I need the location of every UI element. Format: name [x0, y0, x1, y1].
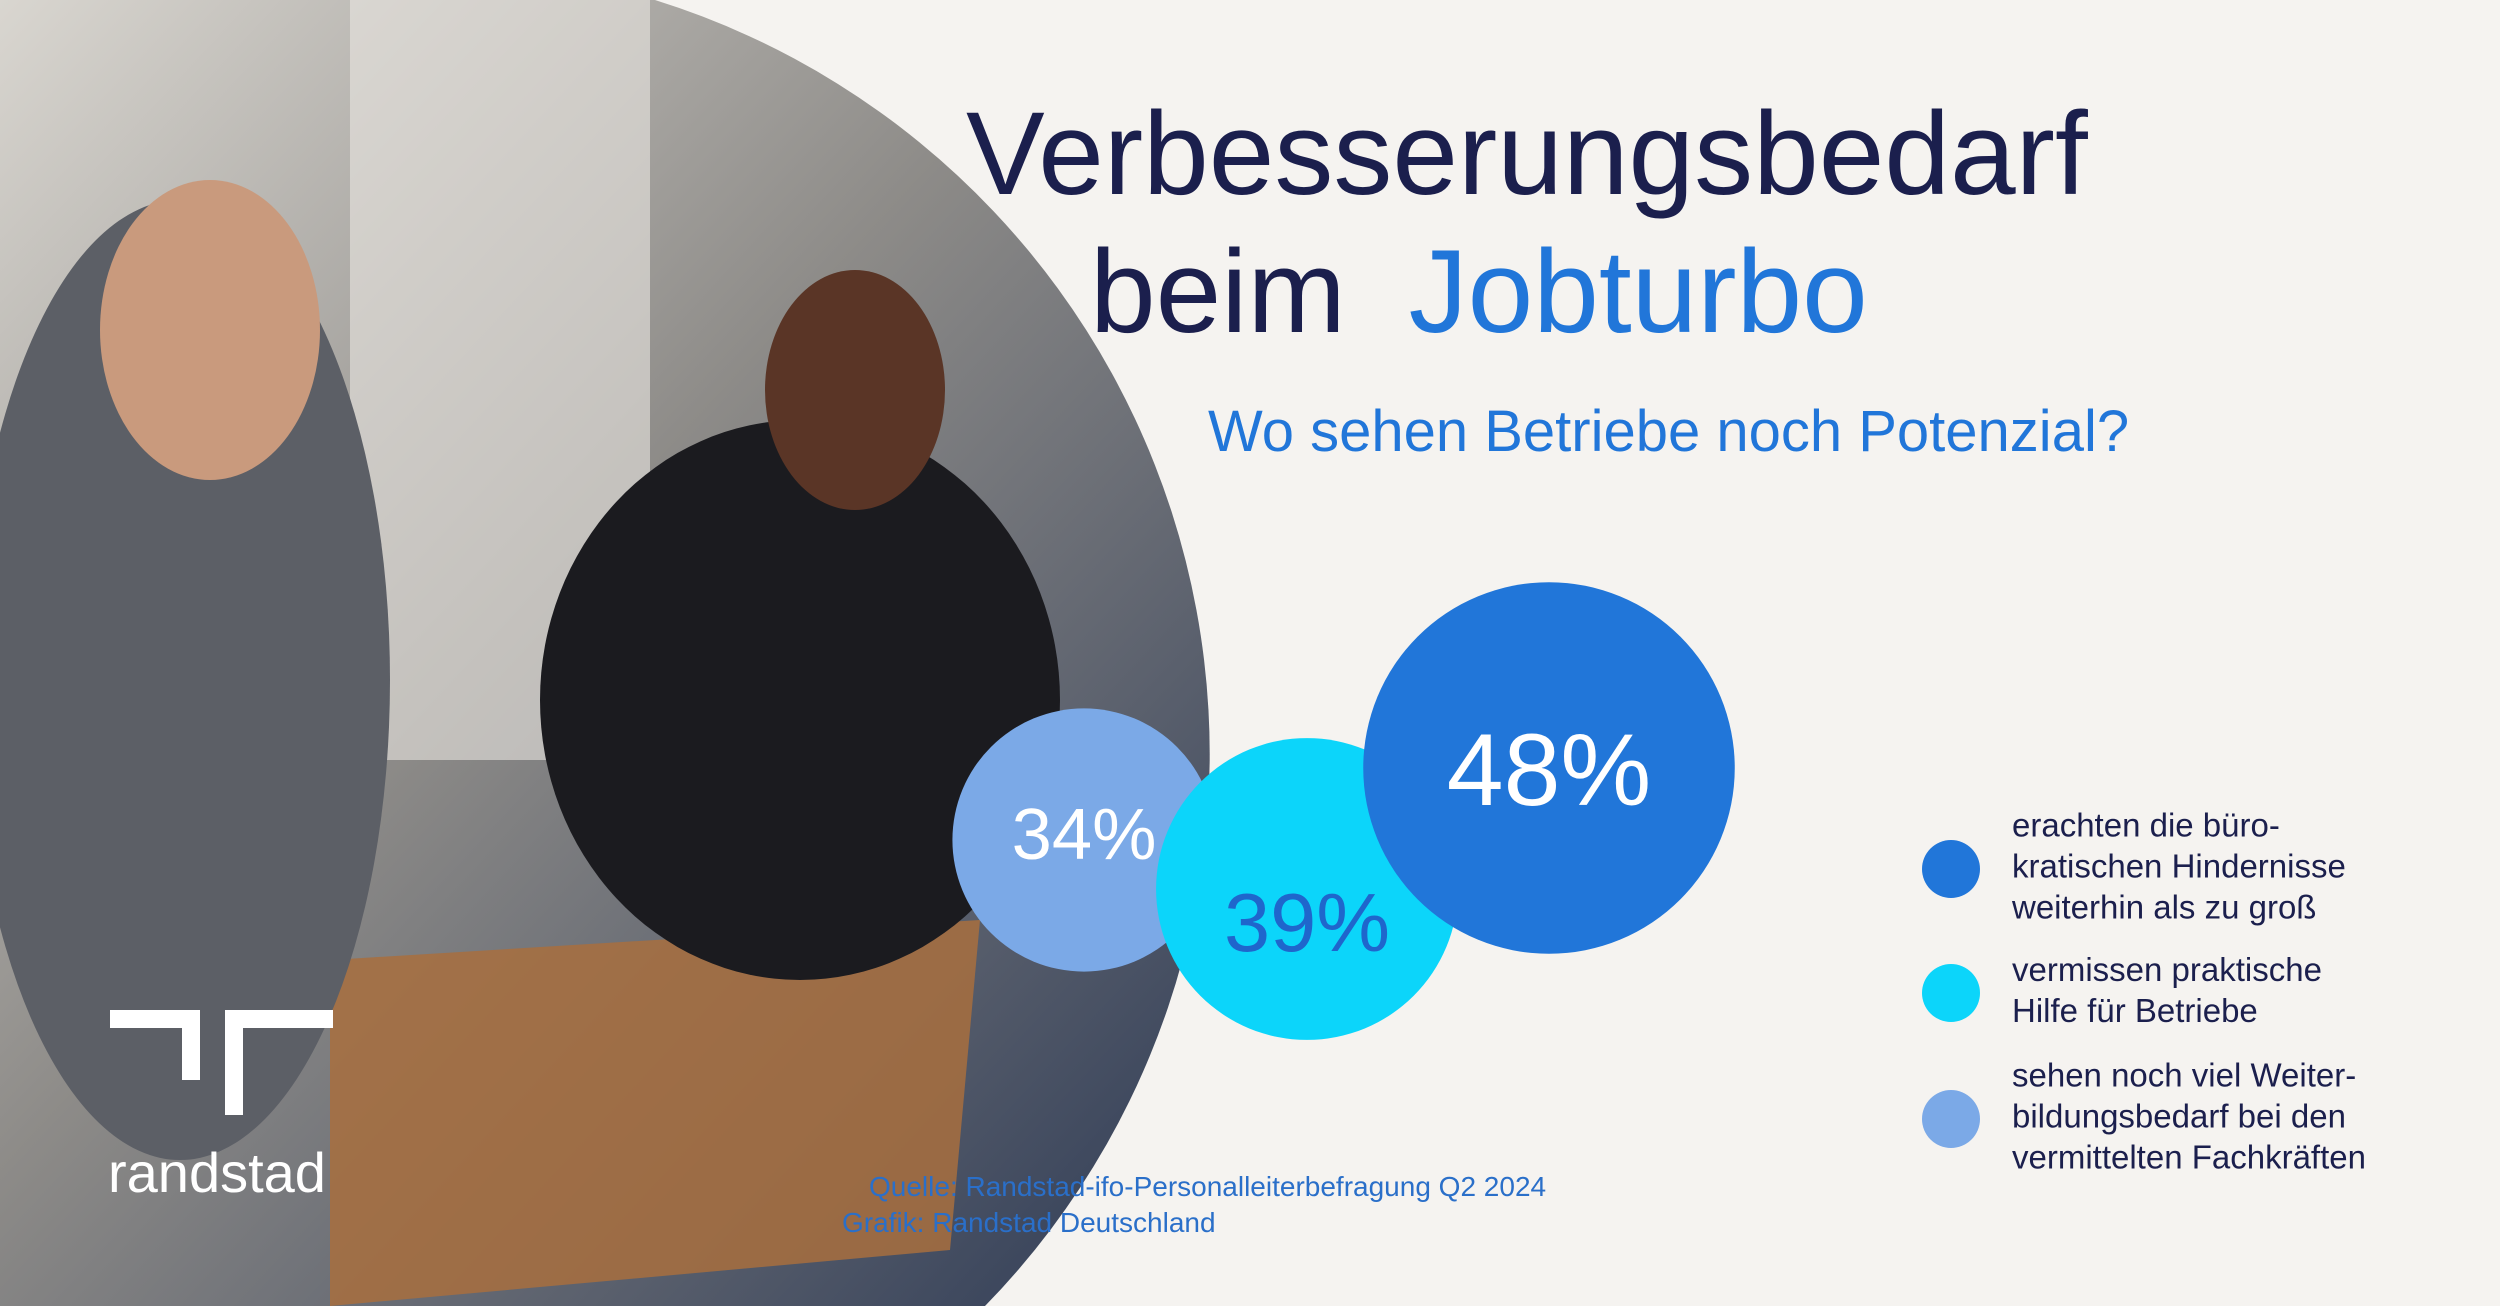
- legend-line: bildungsbedarf bei den: [2012, 1098, 2346, 1135]
- legend-line: kratischen Hindernisse: [2012, 848, 2346, 885]
- legend-marker: [1922, 1090, 1980, 1148]
- legend-line: Hilfe für Betriebe: [2012, 992, 2258, 1029]
- legend-label: vermissen praktische Hilfe für Betriebe: [2012, 951, 2322, 1029]
- photo-face: [100, 180, 320, 480]
- legend-line: sehen noch viel Weiter-: [2012, 1057, 2356, 1094]
- photo-person: [540, 420, 1060, 980]
- title-line: beim Jobturbo: [1090, 226, 1868, 358]
- legend-line: erachten die büro-: [2012, 807, 2280, 844]
- bubble: [1363, 582, 1735, 954]
- photo-face: [765, 270, 945, 510]
- legend-marker: [1922, 840, 1980, 898]
- legend-label: sehen noch viel Weiter-bildungsbedarf be…: [2012, 1057, 2366, 1176]
- source: Grafik: Randstad Deutschland: [842, 1207, 1216, 1238]
- bubble: [952, 708, 1216, 972]
- bubble-label: 34%: [1012, 794, 1157, 875]
- bubble-label: 39%: [1224, 876, 1390, 969]
- title-line: Verbesserungsbedarf: [966, 88, 2088, 220]
- photo-person: [0, 200, 390, 1160]
- logo-text: randstad: [108, 1141, 326, 1204]
- legend-line: vermittelten Fachkräften: [2012, 1139, 2366, 1176]
- legend-label: erachten die büro-kratischen Hindernisse…: [2011, 807, 2346, 926]
- subtitle: Wo sehen Betriebe noch Potenzial?: [1208, 399, 2129, 464]
- legend-line: vermissen praktische: [2012, 951, 2322, 988]
- logo-mark: [110, 1010, 333, 1115]
- title-word: beim: [1090, 226, 1346, 358]
- title-highlight: Jobturbo: [1409, 226, 1868, 358]
- photo-table: [330, 920, 980, 1306]
- source: Quelle: Randstad-ifo-Personalleiterbefra…: [869, 1171, 1546, 1202]
- bubble-label: 48%: [1447, 713, 1651, 827]
- legend-line: weiterhin als zu groß: [2011, 889, 2316, 926]
- legend-marker: [1922, 964, 1980, 1022]
